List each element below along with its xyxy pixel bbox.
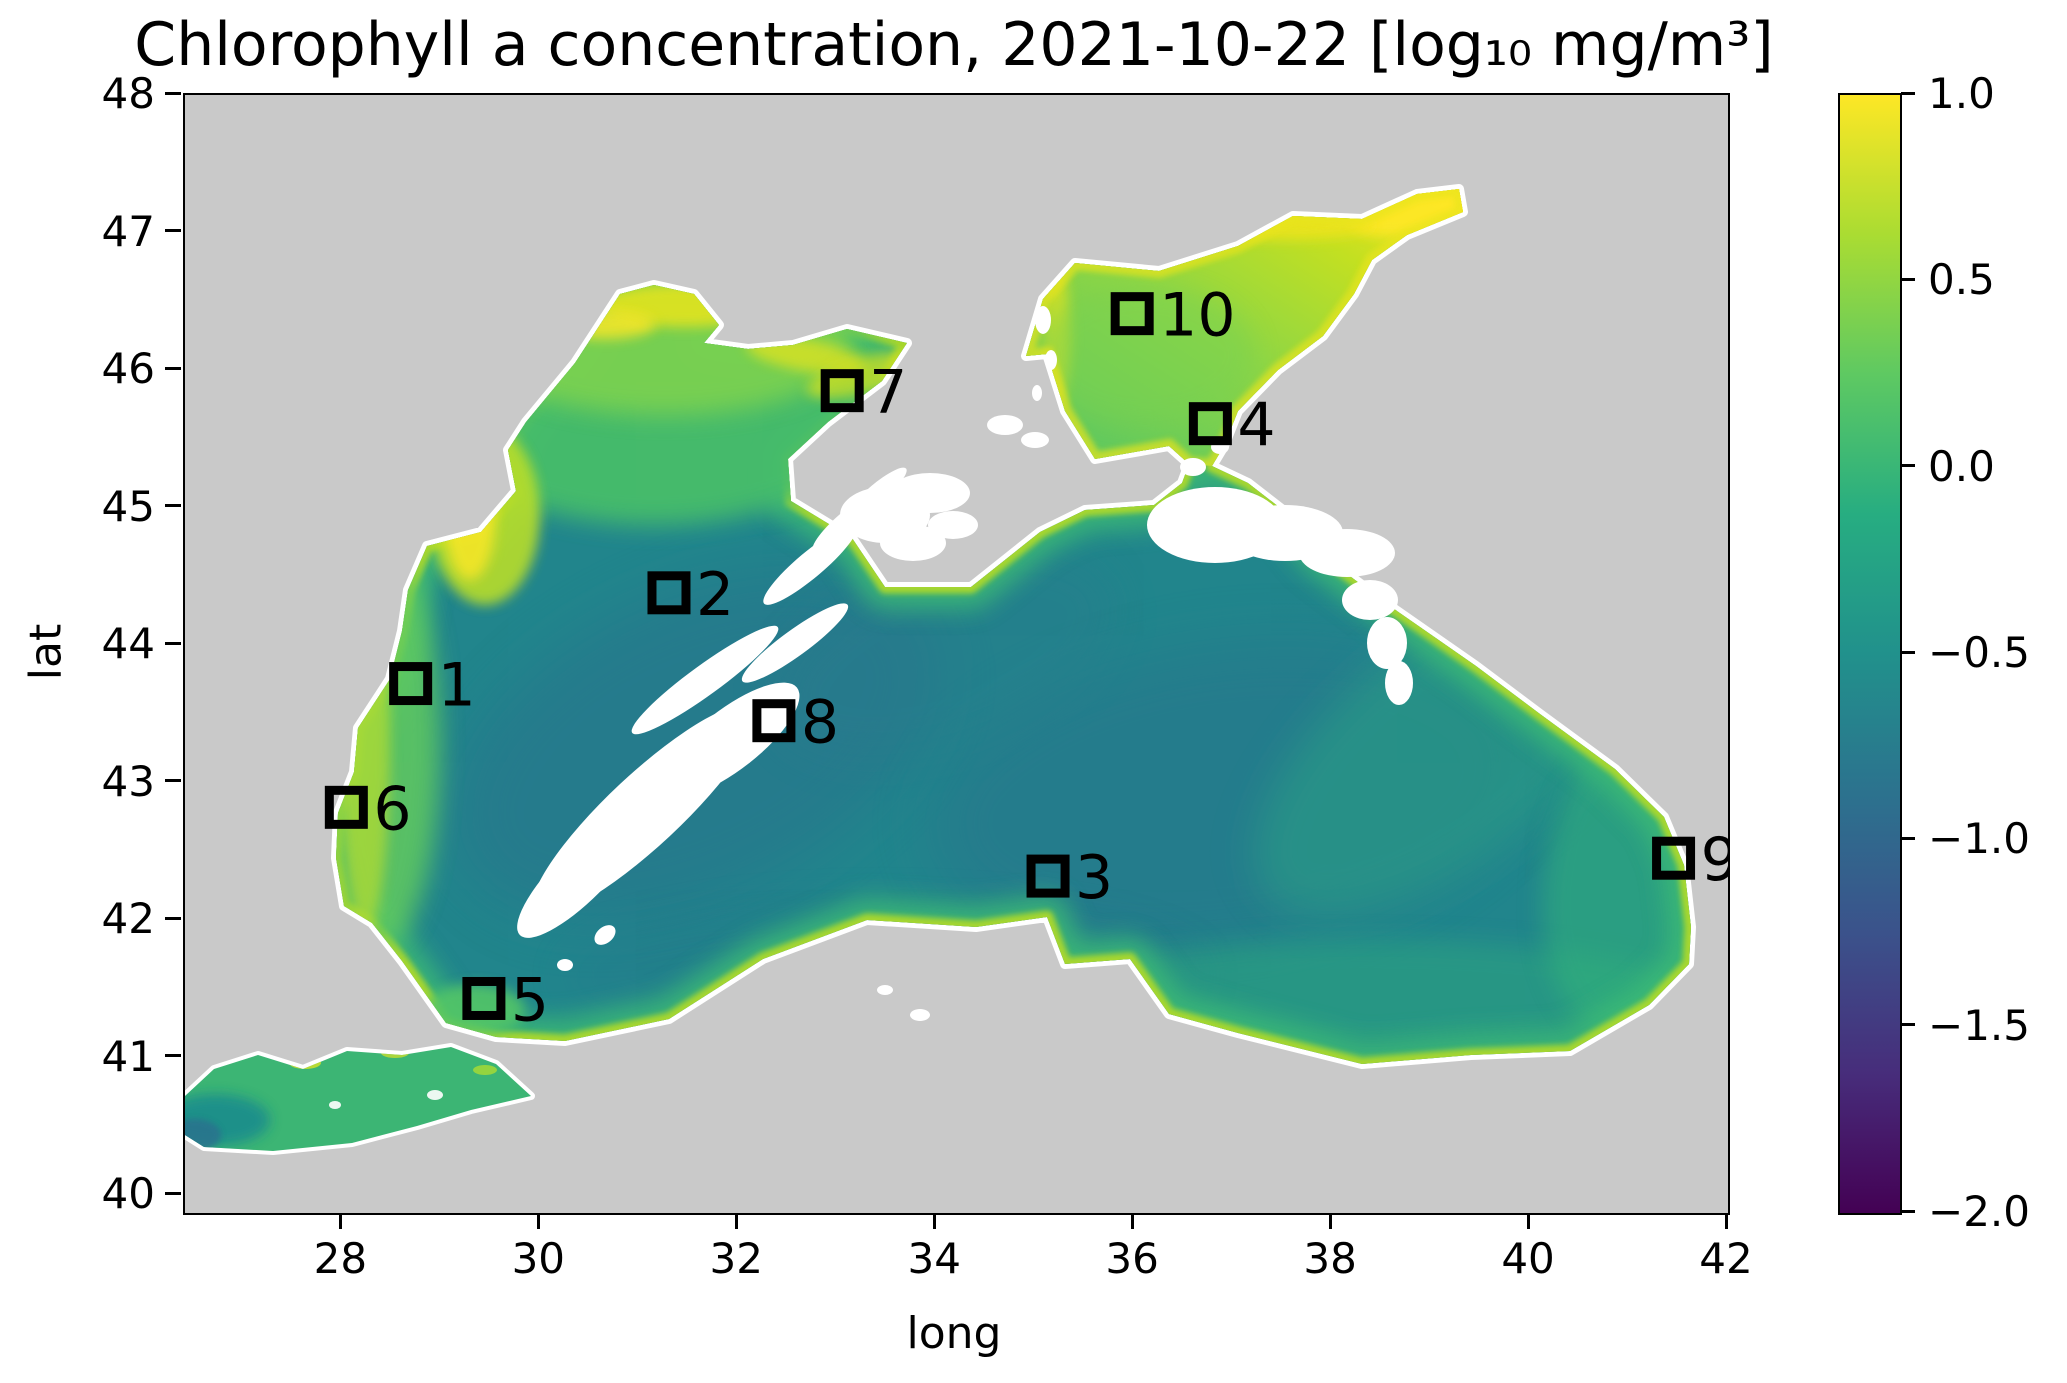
station-marker-7: [820, 369, 864, 413]
x-tick-mark: [1328, 1213, 1332, 1229]
x-tick-label: 30: [511, 1234, 566, 1283]
y-tick-label: 44: [101, 619, 155, 669]
x-tick-mark: [932, 1213, 936, 1229]
colorbar-tick-mark: [1901, 650, 1915, 654]
station-label-10: 10: [1159, 281, 1235, 351]
colorbar-tick-label: 1.0: [1928, 69, 1995, 118]
sivash-gaps: [1032, 306, 1057, 401]
colorbar-tick-mark: [1901, 277, 1915, 281]
station-label-4: 4: [1237, 391, 1275, 461]
station-marker-8: [752, 699, 796, 743]
station-marker-6: [324, 785, 368, 829]
x-tick-label: 28: [313, 1234, 368, 1283]
x-tick-label: 34: [907, 1234, 961, 1283]
y-tick-mark: [165, 229, 181, 232]
y-tick-mark: [165, 916, 181, 920]
y-tick-mark: [165, 366, 181, 370]
station-label-8: 8: [801, 688, 839, 758]
x-tick-mark: [1130, 1213, 1134, 1229]
x-tick-mark: [1526, 1213, 1530, 1229]
x-tick-label: 32: [709, 1234, 763, 1283]
y-tick-label: 41: [101, 1031, 155, 1081]
y-tick-label: 42: [101, 894, 155, 944]
y-tick-mark: [165, 779, 181, 783]
colorbar-tick-label: −0.5: [1928, 628, 2030, 677]
colorbar: [1838, 93, 1902, 1215]
station-marker-3: [1026, 854, 1070, 898]
station-label-6: 6: [373, 774, 411, 844]
cloud-cover: [517, 415, 1413, 1021]
colorbar-tick-label: −1.5: [1928, 1000, 2030, 1050]
x-tick-mark: [338, 1213, 342, 1229]
station-label-7: 7: [869, 358, 907, 428]
station-marker-2: [647, 571, 691, 615]
y-tick-label: 47: [101, 206, 155, 256]
y-tick-mark: [165, 91, 181, 95]
marmara-region: [185, 1047, 531, 1151]
colorbar-tick-mark: [1901, 91, 1915, 95]
x-tick-mark: [536, 1213, 540, 1229]
y-tick-label: 45: [101, 481, 155, 531]
x-tick-label: 40: [1501, 1234, 1555, 1283]
x-tick-label: 42: [1699, 1234, 1753, 1283]
station-marker-1: [389, 662, 433, 706]
x-axis-label: long: [906, 1308, 1002, 1359]
colorbar-tick-mark: [1901, 1023, 1915, 1027]
map-plot-area: 1 2 3 4 5 6 7 8 9 10: [183, 93, 1730, 1215]
colorbar-tick-label: −1.0: [1928, 814, 2030, 864]
colorbar-tick-label: −2.0: [1928, 1187, 2030, 1236]
colorbar-tick-label: 0.0: [1928, 441, 1995, 491]
station-label-1: 1: [438, 651, 476, 721]
x-tick-mark: [734, 1213, 738, 1229]
azov-region: [1026, 189, 1463, 466]
y-tick-label: 43: [101, 756, 155, 806]
chart-title: Chlorophyll a concentration, 2021-10-22 …: [134, 10, 1774, 80]
y-tick-mark: [165, 1054, 181, 1058]
station-markers: 1 2 3 4 5 6 7 8 9 10: [324, 281, 1728, 1035]
y-tick-mark: [165, 504, 181, 508]
y-tick-mark: [165, 641, 181, 645]
station-marker-10: [1110, 292, 1154, 336]
station-label-2: 2: [696, 560, 734, 630]
y-tick-label: 46: [101, 344, 155, 394]
x-tick-label: 36: [1105, 1234, 1159, 1283]
colorbar-tick-mark: [1901, 836, 1915, 840]
station-marker-5: [462, 976, 506, 1020]
black-sea-map: 1 2 3 4 5 6 7 8 9 10: [185, 95, 1728, 1213]
station-marker-4: [1188, 402, 1232, 446]
station-label-9: 9: [1701, 825, 1728, 895]
y-tick-label: 48: [101, 69, 155, 118]
x-tick-mark: [1724, 1213, 1728, 1229]
colorbar-tick-mark: [1901, 1209, 1915, 1213]
y-tick-label: 40: [101, 1169, 155, 1219]
colorbar-tick-label: 0.5: [1928, 255, 1995, 305]
station-label-5: 5: [511, 965, 549, 1035]
colorbar-tick-mark: [1901, 464, 1915, 468]
station-label-3: 3: [1075, 843, 1113, 913]
y-tick-mark: [165, 1191, 181, 1195]
station-marker-9: [1652, 836, 1696, 880]
x-tick-label: 38: [1303, 1234, 1357, 1283]
